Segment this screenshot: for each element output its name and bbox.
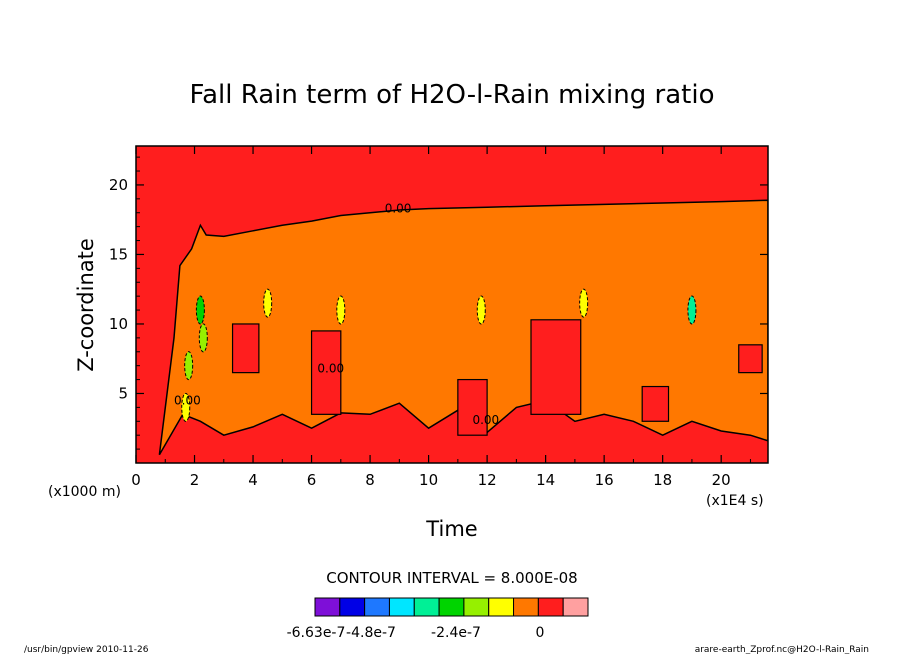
contour-interval: CONTOUR INTERVAL = 8.000E-08	[326, 569, 577, 587]
convective-cell-6	[476, 295, 486, 325]
y-axis-label: Z-coordinate	[74, 238, 98, 372]
convective-cell-1	[184, 351, 194, 381]
convective-cell-8	[687, 295, 697, 325]
convective-cell-5	[336, 295, 346, 325]
contour-label: 0.00	[317, 362, 344, 376]
red-cell-1	[310, 330, 342, 415]
contour-label: 0.00	[385, 202, 412, 216]
plot-frame	[135, 145, 769, 464]
colorbar	[314, 597, 589, 617]
colorbar-swatch	[413, 597, 440, 617]
convective-cell-4	[263, 288, 273, 318]
convective-cell-3	[195, 295, 205, 325]
x-tick-label: 18	[653, 471, 672, 489]
red-cell-5	[738, 344, 763, 374]
x-tick-label: 2	[190, 471, 200, 489]
colorbar-label: -4.8e-7	[346, 625, 396, 641]
red-cell-3	[530, 319, 582, 415]
red-cell-2	[457, 378, 488, 436]
x-tick-label: 10	[419, 471, 438, 489]
colorbar-swatch	[537, 597, 564, 617]
colorbar-label: 0	[536, 625, 545, 641]
colorbar-label: -2.4e-7	[431, 625, 481, 641]
colorbar-swatch	[388, 597, 415, 617]
footer-left: /usr/bin/gpview 2010-11-26	[24, 645, 149, 654]
convective-cell-2	[198, 323, 208, 353]
x-tick-label: 8	[365, 471, 375, 489]
chart-title: Fall Rain term of H2O-l-Rain mixing rati…	[190, 80, 715, 110]
contour-label: 0.00	[174, 394, 201, 408]
colorbar-swatch	[463, 597, 490, 617]
colorbar-swatch	[488, 597, 515, 617]
red-cell-4	[641, 385, 670, 422]
red-cell-0	[231, 323, 260, 374]
colorbar-swatch	[438, 597, 465, 617]
convective-cell-7	[579, 288, 589, 318]
y-unit-note: (x1000 m)	[48, 484, 121, 500]
y-tick-label: 5	[118, 384, 128, 402]
colorbar-label: -6.63e-7	[287, 625, 346, 641]
footer-right: arare-earth_Zprof.nc@H2O-l-Rain_Rain	[695, 645, 869, 654]
contour-label: 0.00	[472, 413, 499, 427]
y-tick-label: 15	[109, 245, 128, 263]
colorbar-swatch	[513, 597, 539, 617]
x-tick-label: 12	[478, 471, 497, 489]
colorbar-swatch	[562, 597, 589, 617]
y-tick-label: 10	[109, 315, 128, 333]
colorbar-swatch	[364, 597, 390, 617]
convective-cell-0	[181, 392, 191, 422]
colorbar-swatch	[314, 597, 341, 617]
x-tick-label: 4	[248, 471, 258, 489]
x-unit-note: (x1E4 s)	[706, 493, 764, 509]
colorbar-swatch	[339, 597, 366, 617]
x-tick-label: 16	[595, 471, 614, 489]
x-axis-label: Time	[425, 517, 477, 541]
y-tick-label: 20	[109, 176, 128, 194]
x-tick-label: 0	[131, 471, 141, 489]
x-tick-label: 6	[307, 471, 317, 489]
x-tick-label: 20	[712, 471, 731, 489]
x-tick-label: 14	[536, 471, 555, 489]
